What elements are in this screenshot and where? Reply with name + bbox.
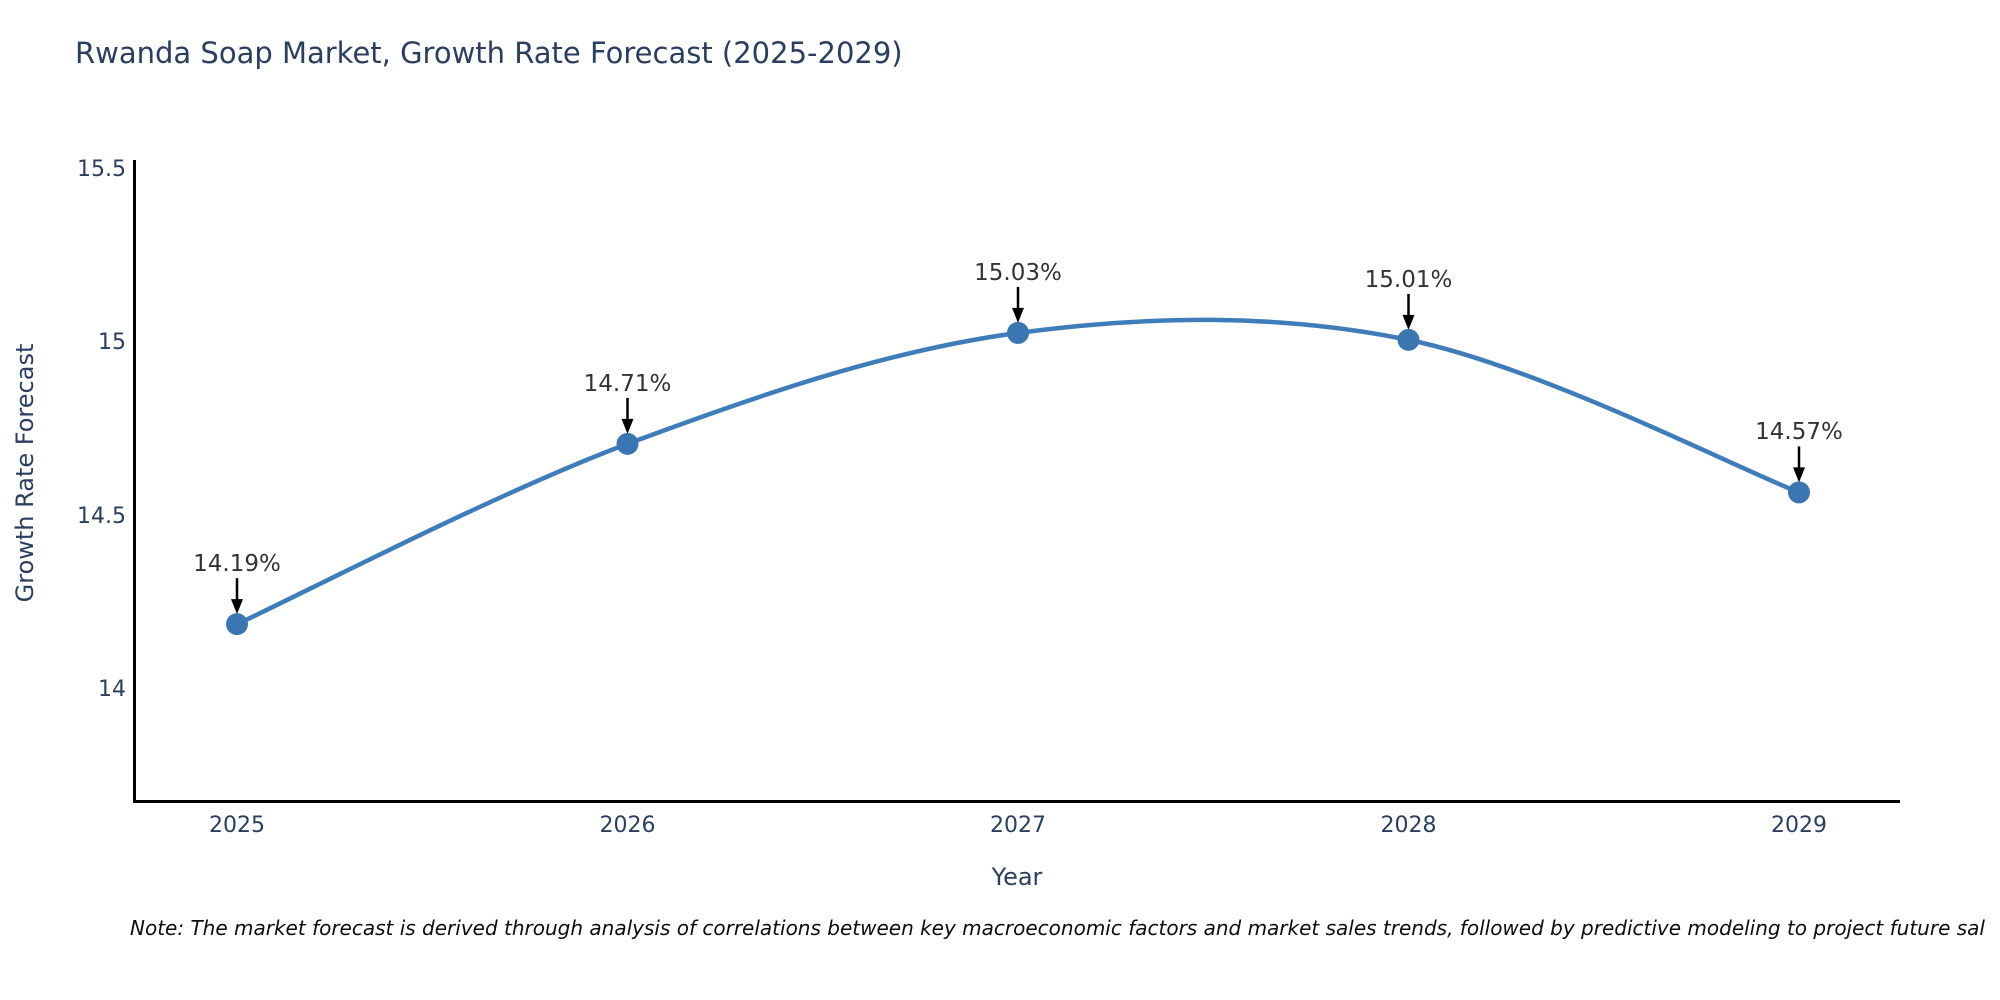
point-value-label: 14.71%: [583, 370, 672, 397]
data-point-marker[interactable]: [1007, 321, 1029, 344]
y-axis-line: [133, 160, 136, 803]
x-tick-label: 2028: [1380, 813, 1437, 838]
annotation-arrowhead-icon: [1012, 307, 1024, 323]
annotation-arrowhead-icon: [1793, 467, 1805, 483]
point-value-label: 15.03%: [974, 259, 1062, 286]
x-tick-label: 2027: [990, 813, 1046, 838]
annotation-arrowhead-icon: [1402, 314, 1415, 330]
y-tick-label: 15: [98, 330, 126, 356]
y-tick-label: 14.5: [77, 503, 126, 529]
data-point-marker[interactable]: [1788, 481, 1810, 504]
x-axis-line: [133, 800, 1900, 803]
footnote: Note: The market forecast is derived thr…: [130, 916, 1985, 940]
data-point-marker[interactable]: [226, 613, 248, 636]
y-axis-title: Growth Rate Forecast: [11, 343, 39, 603]
forecast-line: [236, 317, 1800, 627]
x-tick-label: 2025: [209, 813, 265, 838]
annotation-arrowhead-icon: [621, 418, 634, 434]
annotation-arrowhead-icon: [231, 599, 243, 615]
y-tick-label: 15.5: [77, 157, 126, 182]
y-tick-label: 14: [98, 677, 126, 702]
data-point-marker[interactable]: [1397, 328, 1420, 351]
point-value-label: 14.19%: [193, 551, 281, 578]
point-value-label: 15.01%: [1364, 266, 1453, 293]
x-axis-title: Year: [991, 863, 1043, 891]
x-tick-label: 2026: [599, 813, 656, 838]
data-point-marker[interactable]: [616, 432, 639, 455]
x-tick-label: 2029: [1771, 813, 1827, 838]
point-value-label: 14.57%: [1755, 419, 1843, 446]
chart-title: Rwanda Soap Market, Growth Rate Forecast…: [75, 36, 903, 70]
